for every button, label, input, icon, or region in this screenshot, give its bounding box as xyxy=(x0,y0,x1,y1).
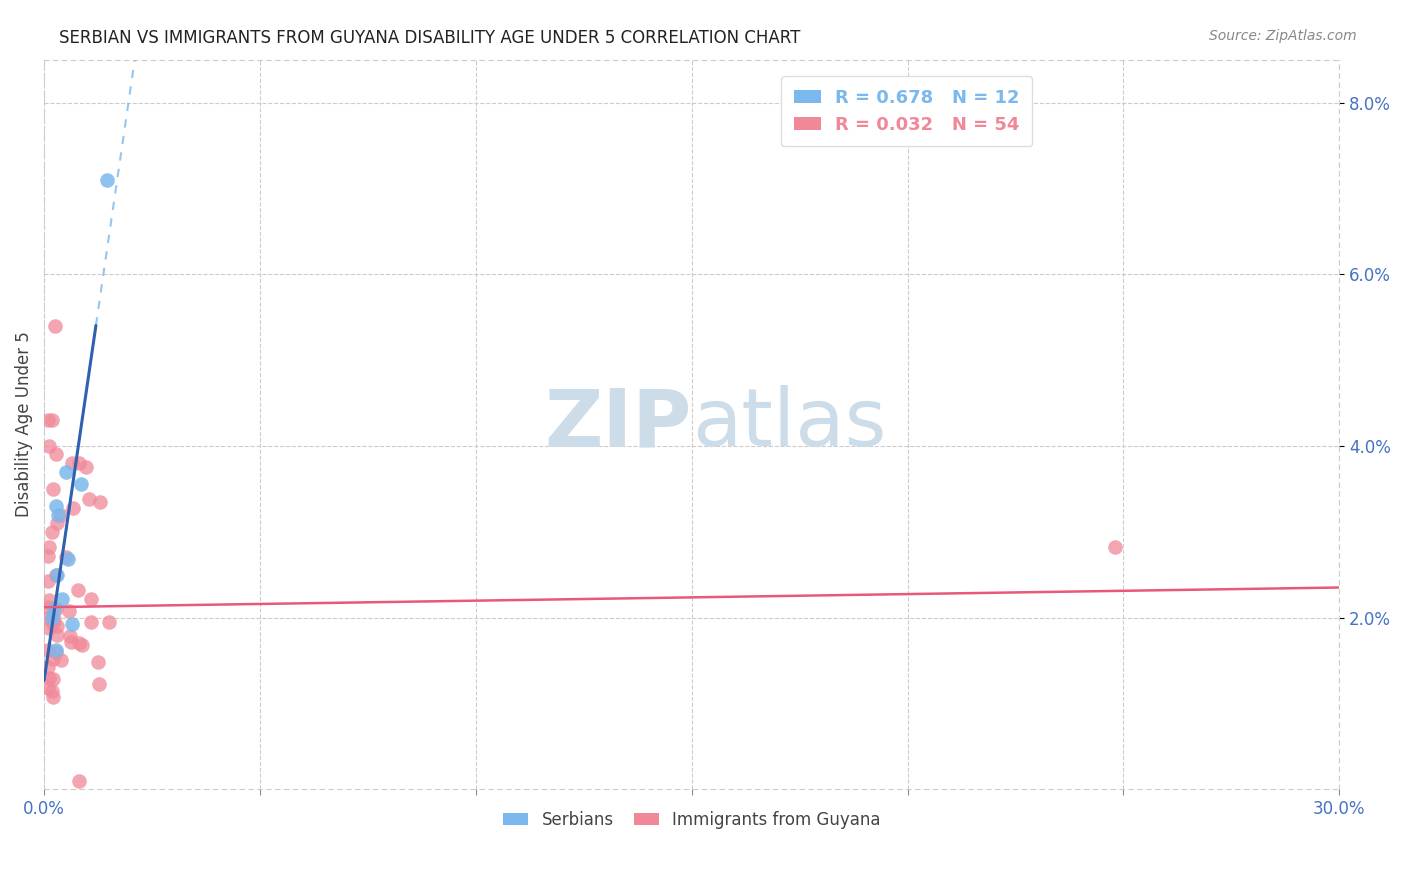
Point xyxy=(55,465,77,479)
Point xyxy=(62,500,84,515)
Text: SERBIAN VS IMMIGRANTS FROM GUYANA DISABILITY AGE UNDER 5 CORRELATION CHART: SERBIAN VS IMMIGRANTS FROM GUYANA DISABI… xyxy=(59,29,800,46)
Point xyxy=(89,494,111,508)
Point xyxy=(60,617,83,632)
Point xyxy=(46,567,69,582)
Point xyxy=(56,552,79,566)
Point xyxy=(45,499,67,513)
Point xyxy=(51,653,73,667)
Point xyxy=(51,591,73,606)
Point xyxy=(66,583,89,598)
Point xyxy=(60,456,83,470)
Point xyxy=(45,602,67,616)
Legend: Serbians, Immigrants from Guyana: Serbians, Immigrants from Guyana xyxy=(496,805,887,836)
Point xyxy=(96,173,118,187)
Point xyxy=(38,671,60,685)
Point xyxy=(42,690,65,704)
Point xyxy=(67,773,90,788)
Point xyxy=(41,610,63,624)
Point xyxy=(89,677,111,691)
Point xyxy=(37,610,59,624)
Point xyxy=(45,643,67,657)
Point xyxy=(42,617,65,632)
Point xyxy=(46,516,69,530)
Point xyxy=(42,652,65,666)
Point xyxy=(51,508,73,522)
Point xyxy=(55,550,77,565)
Point xyxy=(59,634,82,648)
Point xyxy=(80,615,103,629)
Point xyxy=(37,681,59,695)
Point xyxy=(41,610,63,624)
Point xyxy=(80,591,103,606)
Point xyxy=(58,604,80,618)
Point xyxy=(1104,540,1126,554)
Point xyxy=(42,602,65,616)
Point xyxy=(79,492,101,507)
Point xyxy=(42,612,65,626)
Point xyxy=(41,524,63,539)
Y-axis label: Disability Age Under 5: Disability Age Under 5 xyxy=(15,332,32,517)
Text: ZIP: ZIP xyxy=(544,385,692,464)
Point xyxy=(38,439,60,453)
Point xyxy=(37,643,59,657)
Point xyxy=(46,619,69,633)
Point xyxy=(38,593,60,607)
Text: atlas: atlas xyxy=(692,385,886,464)
Point xyxy=(41,413,63,427)
Point xyxy=(42,673,65,687)
Point xyxy=(46,508,69,522)
Point xyxy=(59,629,82,643)
Point xyxy=(67,636,90,650)
Point xyxy=(38,621,60,635)
Point xyxy=(44,318,66,333)
Point xyxy=(41,683,63,698)
Point xyxy=(45,645,67,659)
Point xyxy=(87,655,110,669)
Point xyxy=(37,574,59,589)
Point xyxy=(38,540,60,554)
Point xyxy=(37,660,59,674)
Point xyxy=(46,628,69,642)
Point xyxy=(67,456,90,470)
Point xyxy=(42,482,65,496)
Point xyxy=(37,413,59,427)
Point xyxy=(45,567,67,582)
Text: Source: ZipAtlas.com: Source: ZipAtlas.com xyxy=(1209,29,1357,43)
Point xyxy=(37,549,59,563)
Point xyxy=(45,447,67,461)
Point xyxy=(97,615,120,629)
Point xyxy=(75,460,97,475)
Point xyxy=(69,477,91,491)
Point xyxy=(37,600,59,615)
Point xyxy=(70,638,93,652)
